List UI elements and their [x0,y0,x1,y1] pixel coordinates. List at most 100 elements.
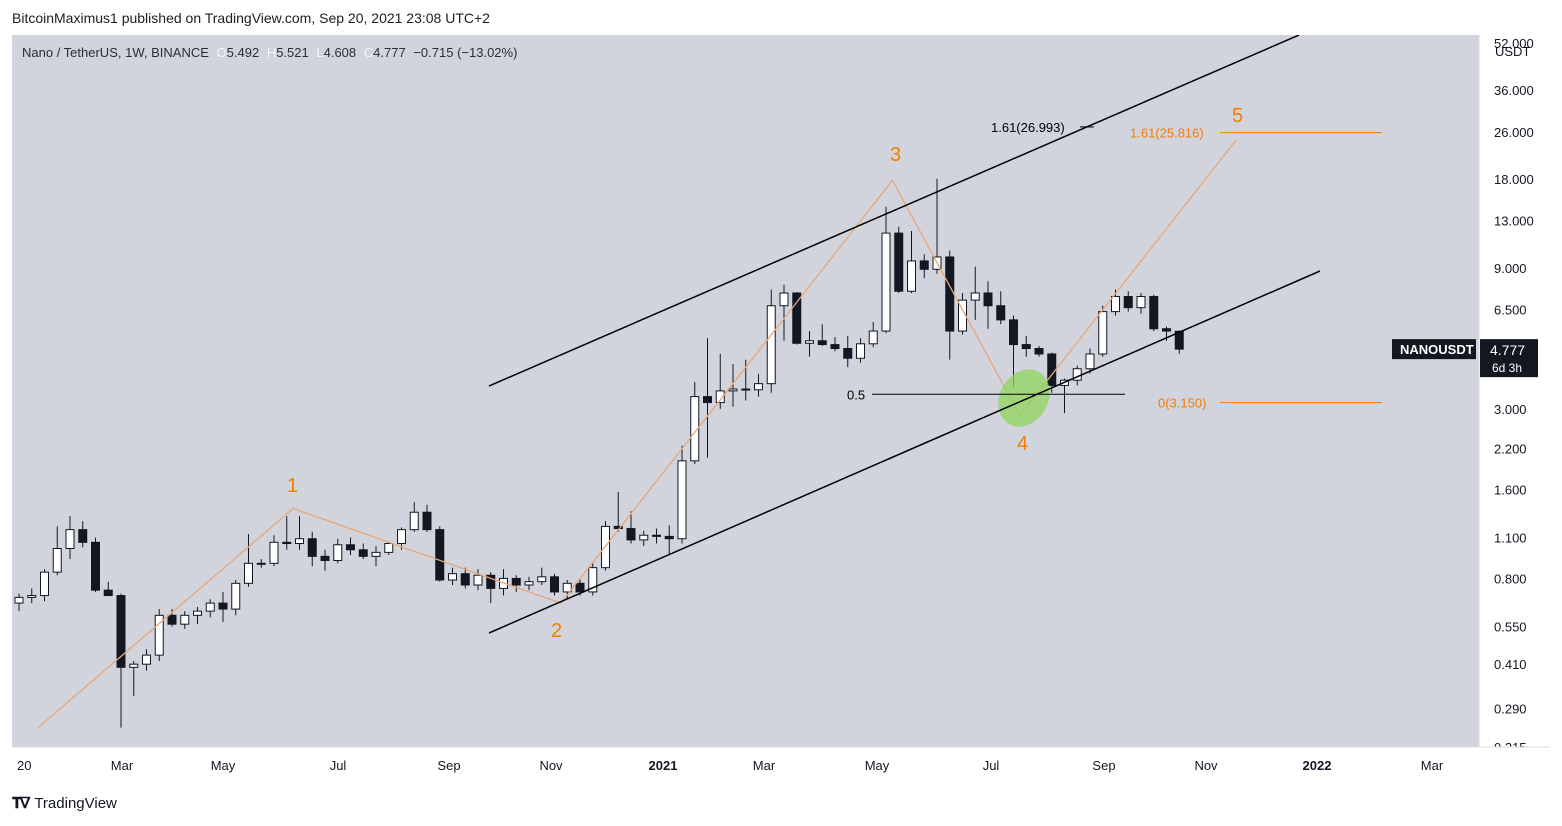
candle [664,525,674,556]
candle [282,516,292,550]
price-tick-label: 18.000 [1494,172,1534,187]
candle-body [1111,295,1120,313]
candle-body [881,232,891,332]
candle [129,661,139,696]
candle [958,292,967,335]
candle-body [371,551,381,557]
candle-body [180,614,190,625]
candle [52,526,62,576]
candle-body [677,460,687,540]
candle [397,527,406,550]
candle-body [244,562,253,584]
axes-group: USDT52.00036.00026.00018.00013.0009.0006… [12,35,1550,780]
candle-body [167,614,177,625]
candle [473,569,483,591]
candle-body [843,348,853,359]
candle [103,581,113,597]
candle [320,549,330,571]
candle-body [320,555,330,561]
candle-body [435,529,445,581]
annotations-group: 0.5 1.61(26.993) 1.61(25.816) 0(3.150) 1 2 3 4 5 [37,35,1382,729]
candle [550,573,559,596]
legend-open-value: 5.492 [226,45,260,60]
candle-body [346,544,355,551]
candle [779,284,789,341]
candle-body [805,340,814,344]
candle-body [448,573,457,581]
candle-body [397,529,406,545]
candle [193,607,202,625]
candlestick-chart[interactable]: 0.5 1.61(26.993) 1.61(25.816) 0(3.150) 1 2 3 4 5… [12,35,1550,780]
fib-ext-orange-label: 1.61(25.816) [1130,126,1204,141]
candle-body [575,582,585,593]
candle-body [958,299,967,332]
candle-body [868,330,878,345]
candle-body [295,538,304,545]
wave-path [37,138,1238,729]
wave-label-5: 5 [1232,105,1243,127]
candle-body [715,390,725,404]
time-tick-label: Nov [1194,758,1218,773]
time-tick-label: Jul [330,758,347,773]
candle [142,649,151,671]
time-tick-label: Jul [983,758,1000,773]
candle [205,599,215,618]
candle-body [741,388,751,391]
price-tick-label: 9.000 [1494,261,1527,276]
candle [307,531,317,567]
candle [1021,335,1031,357]
price-axis [1479,35,1550,747]
candles-group [14,178,1184,728]
candle-body [754,383,763,391]
candle [703,338,712,458]
candle [856,338,865,363]
candle [805,331,814,357]
candle-body [830,344,840,350]
candle-body [409,511,419,531]
candle-body [817,340,827,346]
legend-pair: Nano / TetherUS, 1W, BINANCE [22,45,209,60]
candle-body [14,596,24,604]
candle-body [588,567,598,593]
candle-body [664,535,674,540]
candle [14,593,24,612]
candle-body [1009,319,1018,346]
candle [231,580,241,616]
candle-body [116,595,126,668]
candle-body [792,292,802,344]
legend-high-label: H [266,45,277,60]
candle [180,611,190,629]
candle-body [550,576,559,593]
candle [435,526,445,582]
price-tick-label: 1.600 [1494,482,1527,497]
time-tick-label: May [211,758,236,773]
price-tick-label: 36.000 [1494,83,1534,98]
time-tick-label: Mar [1421,758,1444,773]
candle-body [486,574,496,589]
candle-body [856,343,865,359]
price-tick-label: 0.550 [1494,619,1527,634]
tradingview-logo-icon: 𝐓∇ [12,795,30,812]
candle-body [996,305,1006,321]
symbol-legend: Nano / TetherUS, 1W, BINANCE O5.492 H5.5… [22,45,517,60]
wave-label-3: 3 [890,144,901,166]
candle-body [142,654,151,665]
candle-body [1085,353,1095,370]
candle-body [218,602,228,610]
time-tick-label: Mar [753,758,776,773]
candle-body [919,260,929,270]
candle-body [779,292,789,307]
candle-body [384,543,394,553]
legend-low-label: L [316,45,324,60]
candle [626,511,636,544]
candle-body [511,577,521,586]
candle [613,491,623,532]
candle [346,537,355,556]
candle [333,538,343,564]
candle [919,254,929,279]
tradingview-footer[interactable]: 𝐓∇ TradingView [12,795,117,812]
wave4-highlight [998,369,1050,427]
legend-low-value: 4.608 [323,45,357,60]
candle-body [1034,348,1044,355]
candle [868,322,878,348]
